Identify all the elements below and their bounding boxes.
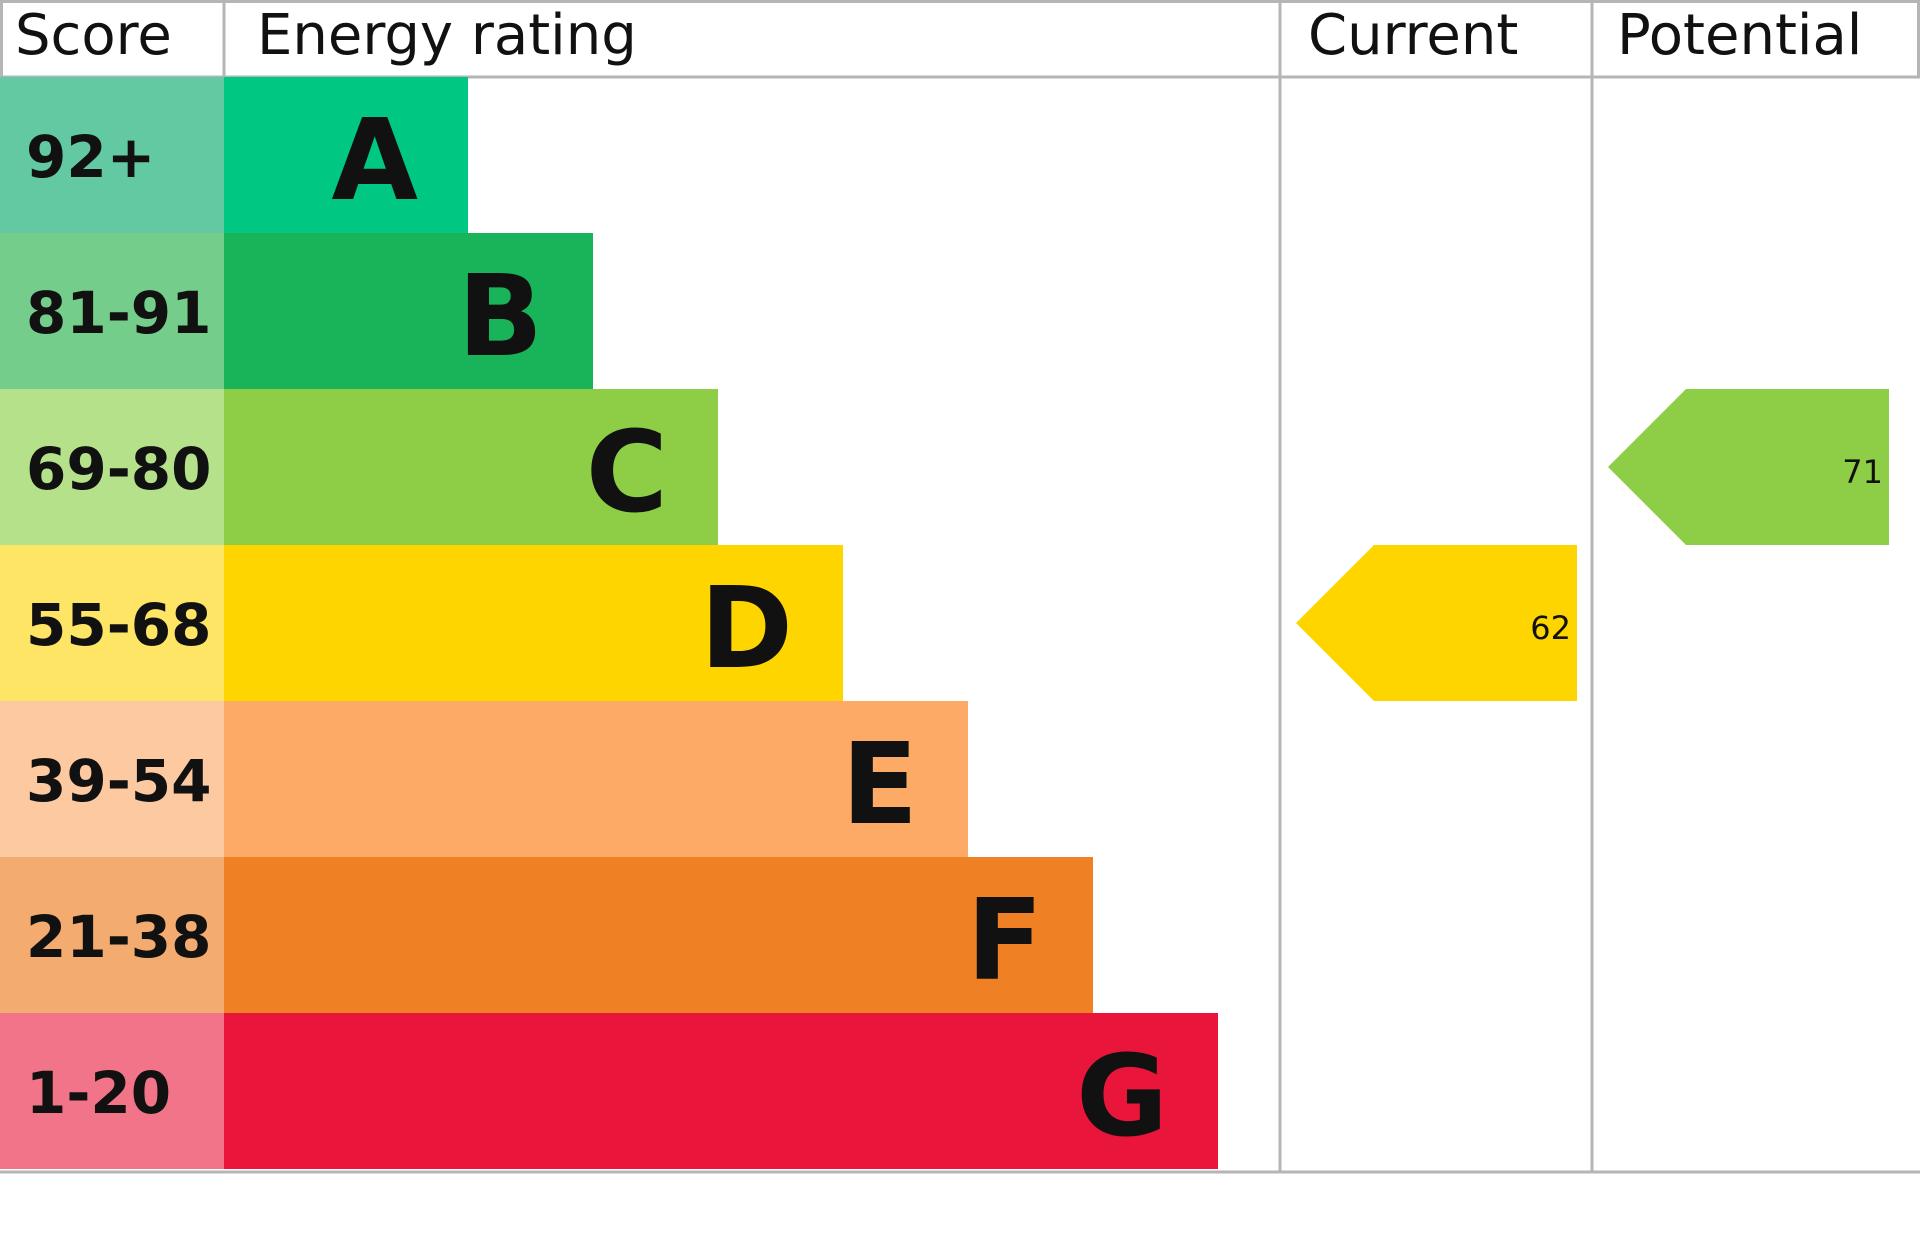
rating-bar (224, 233, 593, 389)
rating-bar (224, 77, 468, 233)
rating-bar (224, 1013, 1218, 1169)
rating-bar (224, 389, 718, 545)
score-cell (0, 701, 224, 857)
current-arrow (1296, 545, 1577, 701)
score-range: 21-38 (26, 903, 212, 971)
rating-letter: C (586, 408, 668, 538)
header-score: Score (15, 3, 172, 68)
score-cell (0, 545, 224, 701)
potential-value: 71 (1842, 453, 1883, 491)
rating-letter: B (458, 252, 543, 382)
header-rating: Energy rating (257, 3, 637, 68)
potential-arrow (1608, 389, 1889, 545)
header-current: Current (1308, 3, 1518, 68)
score-cell (0, 233, 224, 389)
rating-letter: D (700, 564, 793, 694)
current-value: 62 (1530, 609, 1571, 647)
score-cell (0, 389, 224, 545)
score-cell (0, 77, 224, 233)
score-range: 39-54 (26, 747, 212, 815)
rating-letter: A (331, 96, 418, 226)
score-cell (0, 857, 224, 1013)
score-range: 81-91 (26, 279, 212, 347)
score-range: 55-68 (26, 591, 212, 659)
rating-letter: E (841, 720, 918, 850)
score-range: 69-80 (26, 435, 212, 503)
rating-bar (224, 857, 1093, 1013)
score-cell (0, 1013, 224, 1169)
rating-letter: G (1076, 1032, 1168, 1162)
rating-bar (224, 701, 968, 857)
rating-letter: F (966, 876, 1043, 1006)
rating-bar (224, 545, 843, 701)
header-potential: Potential (1617, 3, 1862, 68)
score-range: 1-20 (26, 1059, 171, 1127)
score-range: 92+ (26, 123, 155, 191)
